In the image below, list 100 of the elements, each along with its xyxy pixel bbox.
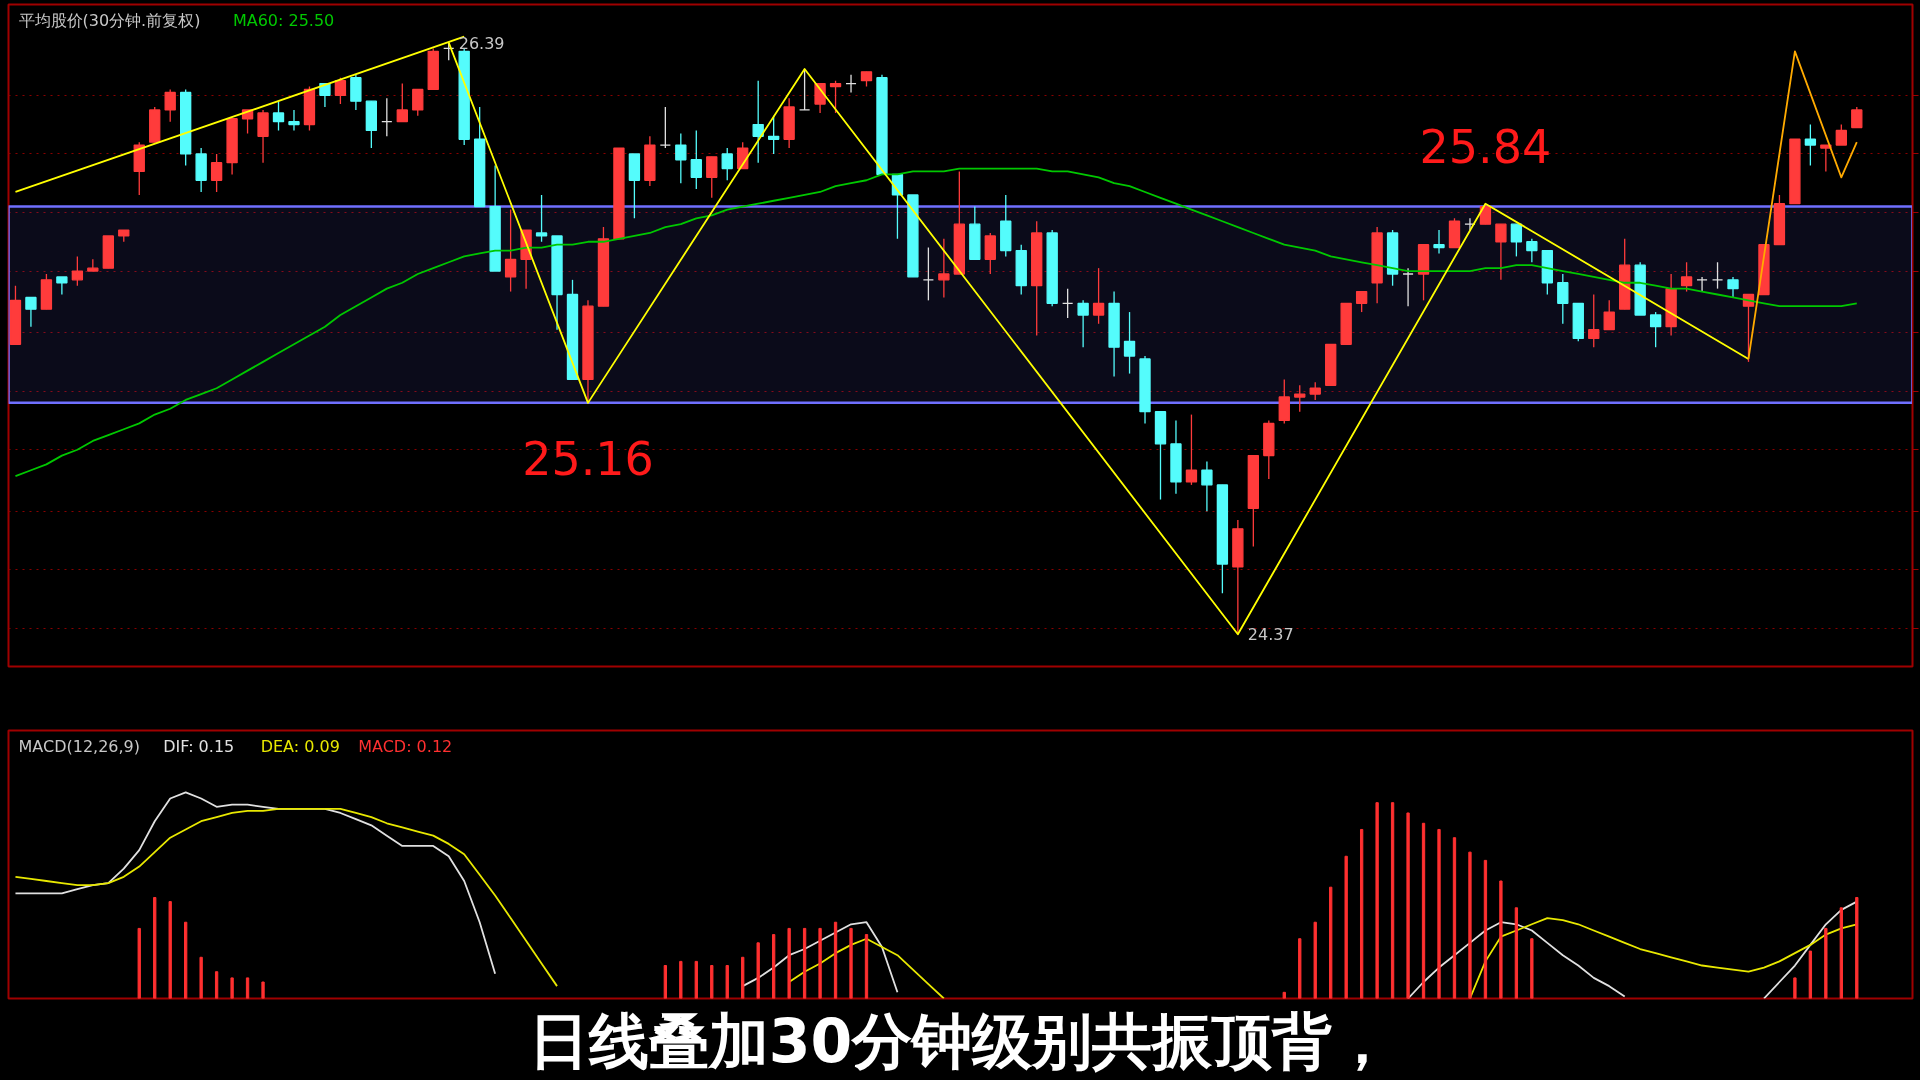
chart-title: 平均股价(30分钟.前复权): [18, 10, 201, 30]
bar: [214, 971, 219, 999]
candlestick: [1557, 273, 1569, 325]
bar: [787, 927, 791, 999]
candlestick: [288, 109, 300, 132]
text: MA60: 25.50: [232, 10, 335, 30]
bar: [1298, 938, 1302, 999]
candlestick: [1835, 123, 1847, 146]
candlestick: [1464, 217, 1476, 231]
candlestick: [659, 106, 672, 149]
candlestick: [1510, 223, 1523, 258]
candlestick: [675, 132, 687, 184]
bar: [725, 965, 729, 999]
candlestick: [829, 80, 842, 114]
annotation: 25.16: [522, 431, 654, 486]
candlestick: [1588, 293, 1600, 348]
candlestick: [535, 194, 548, 243]
candlestick: [257, 109, 269, 164]
bar: [849, 927, 853, 999]
text: DEA: 0.09: [260, 736, 340, 756]
candlestick: [1804, 123, 1817, 167]
candlestick: [334, 77, 347, 105]
bar: [168, 901, 172, 999]
bar: [137, 927, 141, 999]
candlestick: [1680, 261, 1693, 293]
bar: [1421, 822, 1426, 999]
candlestick: [504, 208, 517, 293]
bar: [1514, 907, 1519, 999]
bar: [1530, 938, 1534, 999]
bar: [710, 965, 714, 999]
bar: [1808, 950, 1813, 999]
annotation: 25.84: [1419, 119, 1552, 174]
candlestick: [1278, 378, 1290, 425]
bar: [1344, 855, 1348, 999]
annotation: 26.39: [458, 33, 505, 53]
candlestick: [1061, 287, 1074, 319]
candlestick: [1294, 384, 1306, 413]
bar: [1359, 828, 1364, 999]
candlestick: [210, 153, 223, 193]
bar: [741, 956, 745, 999]
candlestick: [164, 88, 176, 123]
candlestick: [845, 74, 857, 94]
candlestick: [1820, 144, 1832, 173]
bar: [1855, 896, 1859, 999]
candlestick: [396, 82, 408, 123]
candlestick: [1696, 276, 1708, 293]
candlestick: [1123, 311, 1136, 375]
bar: [1406, 812, 1410, 999]
bar: [864, 934, 869, 999]
bar: [833, 921, 838, 999]
bar: [1282, 991, 1286, 999]
candlestick: [1201, 460, 1213, 512]
candlestick: [798, 68, 811, 111]
candlestick: [412, 88, 424, 117]
candlestick: [1355, 290, 1368, 313]
bar: [772, 934, 776, 999]
bar: [1313, 921, 1317, 999]
bar: [1468, 851, 1472, 999]
candlestick: [706, 156, 718, 199]
bar: [663, 965, 668, 999]
candlestick: [1727, 276, 1739, 299]
candlestick: [1185, 413, 1198, 486]
bar: [245, 977, 250, 999]
candlestick: [1603, 299, 1615, 331]
text: DIF: 0.15: [163, 736, 235, 756]
candlestick: [381, 97, 393, 137]
candlestick: [1851, 106, 1863, 129]
candlestick: [922, 246, 935, 301]
candlestick: [71, 255, 84, 287]
bar: [1329, 886, 1333, 999]
candlestick: [1077, 299, 1089, 348]
candlestick: [690, 129, 702, 190]
bar: [802, 927, 807, 999]
candlestick: [1711, 261, 1724, 290]
bar: [1483, 859, 1488, 999]
candlestick: [721, 147, 733, 181]
candlestick: [752, 80, 764, 164]
bar: [184, 921, 188, 999]
bar: [694, 960, 698, 999]
bar: [818, 927, 822, 999]
bar: [1499, 880, 1503, 999]
bar: [1452, 837, 1457, 999]
bar: [1824, 927, 1828, 999]
annotation: 24.37: [1247, 625, 1294, 645]
bar: [153, 896, 157, 999]
candlestick: [1495, 223, 1507, 281]
chart-title: MACD(12,26,9): [18, 736, 141, 756]
bar: [1793, 977, 1797, 999]
bar: [1437, 828, 1441, 999]
candlestick: [1526, 238, 1538, 263]
bar: [756, 942, 760, 999]
candlestick: [1433, 229, 1445, 255]
candlestick: [938, 238, 950, 299]
candlestick: [56, 276, 68, 296]
candlestick: [1402, 267, 1414, 307]
candlestick: [984, 232, 996, 275]
bar: [1390, 802, 1395, 999]
candlestick: [1649, 311, 1662, 348]
bar: [261, 981, 265, 999]
text: MACD: 0.12: [358, 736, 453, 756]
